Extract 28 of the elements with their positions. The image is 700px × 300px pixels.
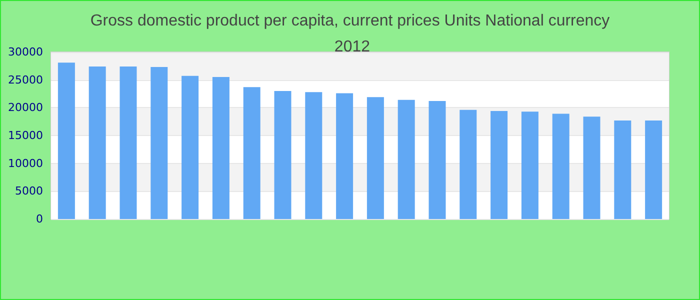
bar bbox=[336, 93, 354, 219]
y-tick-label: 5000 bbox=[15, 184, 43, 198]
bar bbox=[552, 114, 570, 219]
y-tick-label: 10000 bbox=[8, 156, 43, 170]
y-tick-label: 0 bbox=[36, 212, 43, 226]
bar bbox=[583, 116, 600, 219]
y-tick-label: 15000 bbox=[8, 129, 43, 142]
bar bbox=[645, 120, 662, 219]
y-tick-label: 30000 bbox=[8, 46, 43, 58]
bar bbox=[182, 76, 199, 219]
bar bbox=[58, 62, 75, 219]
y-tick-label: 25000 bbox=[8, 73, 43, 86]
bar bbox=[150, 67, 168, 219]
bar bbox=[460, 110, 477, 219]
chart-title: Gross domestic product per capita, current prices Units National currency 2012 bbox=[90, 12, 610, 56]
bar bbox=[120, 66, 137, 219]
bar bbox=[428, 100, 446, 219]
bar bbox=[614, 120, 632, 219]
bar bbox=[274, 90, 292, 219]
bar bbox=[305, 92, 322, 219]
bar bbox=[212, 77, 230, 219]
bar bbox=[243, 87, 260, 219]
bar bbox=[490, 111, 508, 219]
bar bbox=[366, 97, 384, 219]
bar bbox=[88, 66, 106, 219]
y-tick-label: 20000 bbox=[8, 101, 43, 114]
bar bbox=[398, 100, 415, 219]
bar bbox=[521, 112, 538, 219]
